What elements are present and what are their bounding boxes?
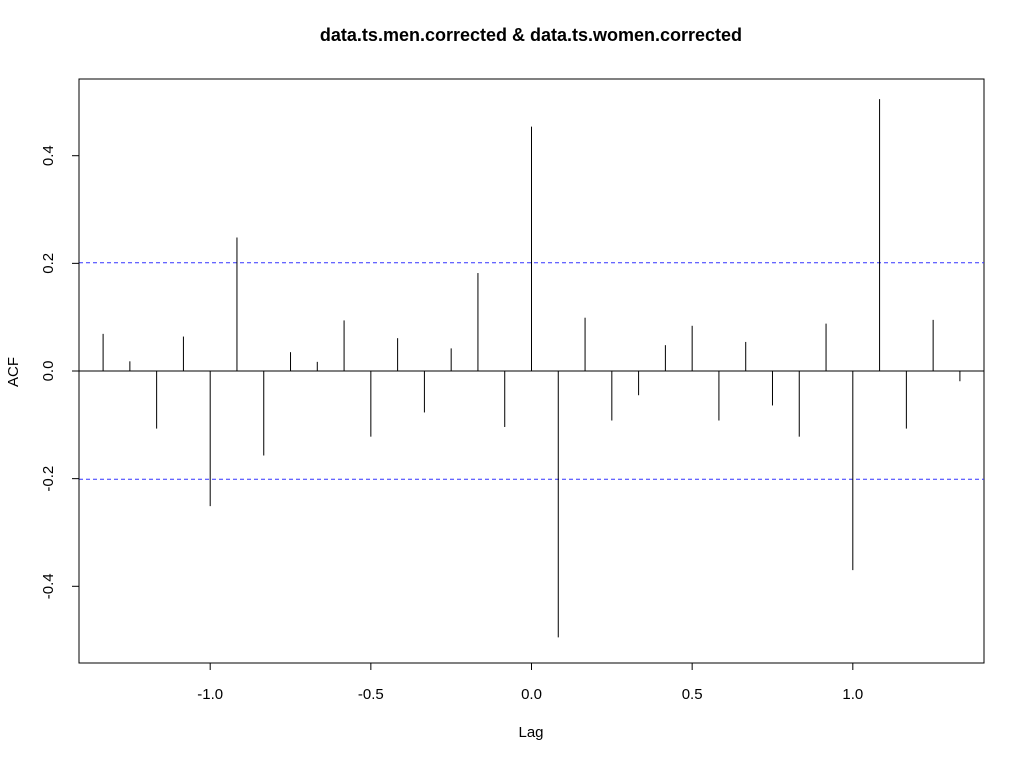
y-axis-label: ACF <box>5 357 22 387</box>
x-tick-label: 1.0 <box>842 686 863 703</box>
x-tick-label: 0.0 <box>521 686 542 703</box>
chart-title: data.ts.men.corrected & data.ts.women.co… <box>320 25 742 45</box>
x-tick-label: 0.5 <box>682 686 703 703</box>
y-axis: -0.4 -0.2 0.0 0.2 0.4 <box>40 145 80 599</box>
x-tick-label: -1.0 <box>197 686 223 703</box>
y-tick-label: 0.0 <box>40 361 57 382</box>
y-tick-label: -0.4 <box>40 573 57 599</box>
acf-bars <box>102 99 961 638</box>
x-axis: -1.0 -0.5 0.0 0.5 1.0 <box>197 662 863 703</box>
confidence-bounds <box>79 262 984 480</box>
y-tick-label: 0.4 <box>40 145 57 166</box>
y-tick-label: 0.2 <box>40 253 57 274</box>
x-axis-label: Lag <box>518 724 543 741</box>
x-tick-label: -0.5 <box>358 686 384 703</box>
y-tick-label: -0.2 <box>40 466 57 492</box>
